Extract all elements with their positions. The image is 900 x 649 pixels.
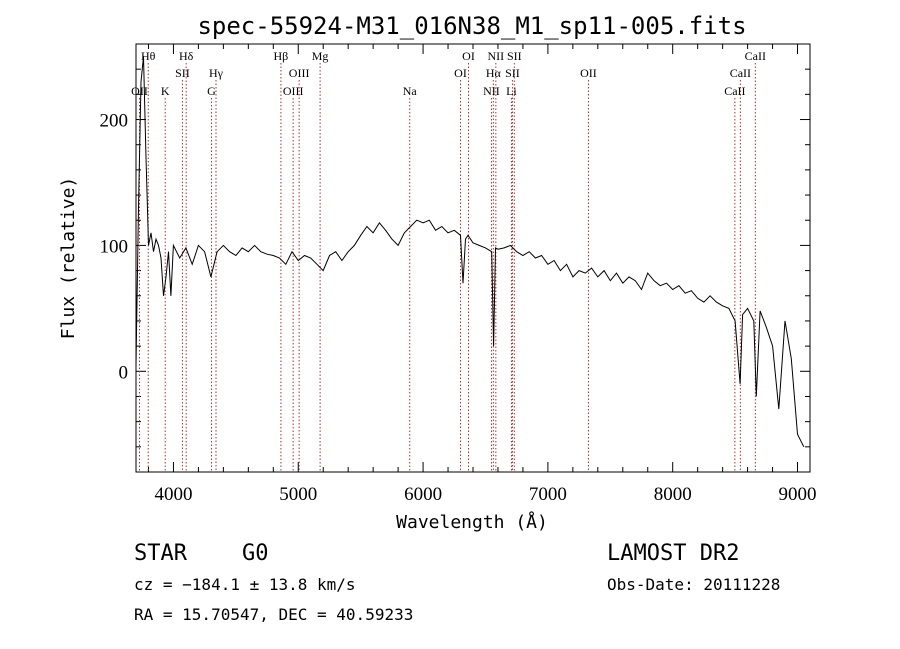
x-tick-label: 6000	[404, 484, 442, 505]
x-tick-label: 7000	[529, 484, 567, 505]
y-tick-label: 0	[119, 362, 129, 383]
spectral-line-label: Hθ	[141, 49, 156, 63]
x-axis-label: Wavelength (Å)	[396, 511, 548, 533]
spectral-line-label: K	[161, 84, 170, 98]
spectral-line-label: G	[207, 84, 216, 98]
object-class: STAR	[134, 541, 188, 566]
spectral-line-label: SII	[175, 66, 190, 80]
y-tick-label: 200	[100, 111, 129, 132]
spectral-line-label: Na	[403, 84, 418, 98]
spectral-line-label: Li	[506, 84, 517, 98]
spectral-line-label: CaII	[724, 84, 745, 98]
y-axis: 0 100 200	[100, 43, 810, 448]
spectral-line-label: Hγ	[209, 66, 224, 80]
plot-border	[135, 43, 811, 473]
spectral-line-label: Hα	[486, 66, 502, 80]
spectral-line-label: OII	[131, 84, 148, 98]
coordinates: RA = 15.70547, DEC = 40.59233	[134, 605, 413, 624]
spectral-line-label: OI	[454, 66, 467, 80]
y-tick-label: 100	[100, 236, 129, 257]
survey-label: LAMOST DR2	[607, 541, 739, 566]
x-axis: 4000 5000 6000 7000 8000 9000	[147, 44, 817, 505]
spectrum-line	[135, 56, 805, 448]
chart-title: spec-55924-M31_016N38_M1_sp11-005.fits	[197, 12, 746, 40]
y-axis-label: Flux (relative)	[58, 177, 79, 340]
spectral-line-label: NII	[488, 49, 505, 63]
spectral-line-label: SII	[505, 66, 520, 80]
obs-date: Obs-Date: 20111228	[607, 575, 780, 594]
spectral-line-label: NII	[483, 84, 500, 98]
series-layer	[135, 56, 805, 448]
spectral-line-label: Hβ	[274, 49, 289, 63]
spectral-line-label: Hδ	[179, 49, 194, 63]
spectral-line-label: OIII	[289, 66, 310, 80]
spectral-line-label: Mg	[312, 49, 329, 63]
x-tick-label: 9000	[779, 484, 817, 505]
x-tick-label: 5000	[279, 484, 317, 505]
spectral-line-label: SII	[507, 49, 522, 63]
object-subclass: G0	[242, 541, 269, 566]
spectral-line-label: OIII	[283, 84, 304, 98]
spectral-line-label: OI	[462, 49, 475, 63]
spectral-line-label: CaII	[745, 49, 766, 63]
x-tick-label: 8000	[654, 484, 692, 505]
spectral-line-label: OII	[580, 66, 597, 80]
velocity-readout: cz = −184.1 ± 13.8 km/s	[134, 575, 356, 594]
plot-frame	[135, 43, 811, 473]
spectral-line-label: CaII	[730, 66, 751, 80]
x-tick-label: 4000	[154, 484, 192, 505]
